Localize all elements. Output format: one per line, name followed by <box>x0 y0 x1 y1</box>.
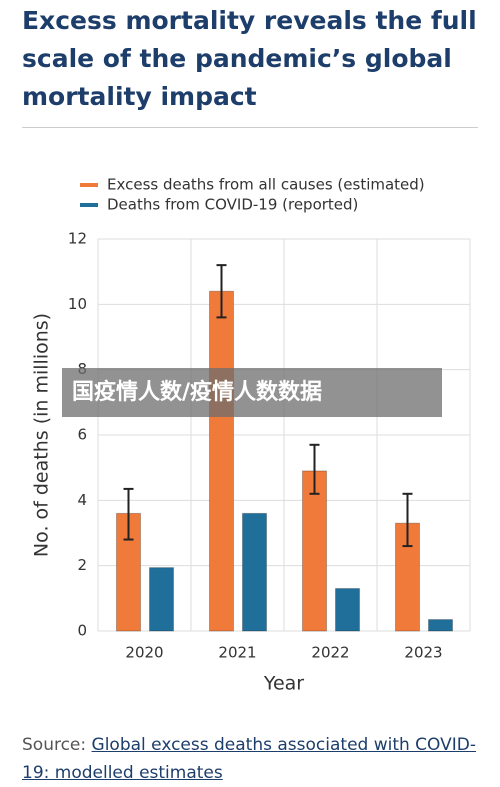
x-axis-label: Year <box>263 673 304 695</box>
y-tick-label: 4 <box>77 491 87 509</box>
source-link[interactable]: Global excess deaths associated with COV… <box>22 735 477 783</box>
bar <box>302 470 327 632</box>
error-bar <box>123 487 134 541</box>
source-prefix: Source: <box>22 735 87 755</box>
bar <box>149 567 174 632</box>
bar <box>242 512 267 632</box>
error-bar <box>216 264 227 319</box>
divider <box>22 127 478 128</box>
y-tick-label: 2 <box>77 556 87 574</box>
overlay-banner: 国疫情人数/疫情人数数据 <box>62 368 442 417</box>
bar <box>335 588 360 632</box>
source: Source: Global excess deaths associated … <box>22 731 484 787</box>
error-bar <box>402 492 413 548</box>
y-tick-label: 10 <box>68 295 87 313</box>
y-tick-label: 12 <box>68 230 87 248</box>
chart-title: Excess mortality reveals the full scale … <box>22 6 477 111</box>
error-bar <box>309 443 320 495</box>
y-tick-label: 0 <box>77 622 87 640</box>
legend-label: Excess deaths from all causes (estimated… <box>107 176 425 194</box>
x-tick-label: 2023 <box>404 644 442 662</box>
x-tick-label: 2020 <box>125 644 163 662</box>
x-tick-label: 2021 <box>218 644 256 662</box>
y-axis-label: No. of deaths (in millions) <box>31 313 53 557</box>
bar <box>428 619 453 632</box>
legend-label: Deaths from COVID-19 (reported) <box>107 196 358 214</box>
x-tick-label: 2022 <box>311 644 349 662</box>
bar <box>209 290 234 632</box>
y-tick-label: 6 <box>77 426 87 444</box>
